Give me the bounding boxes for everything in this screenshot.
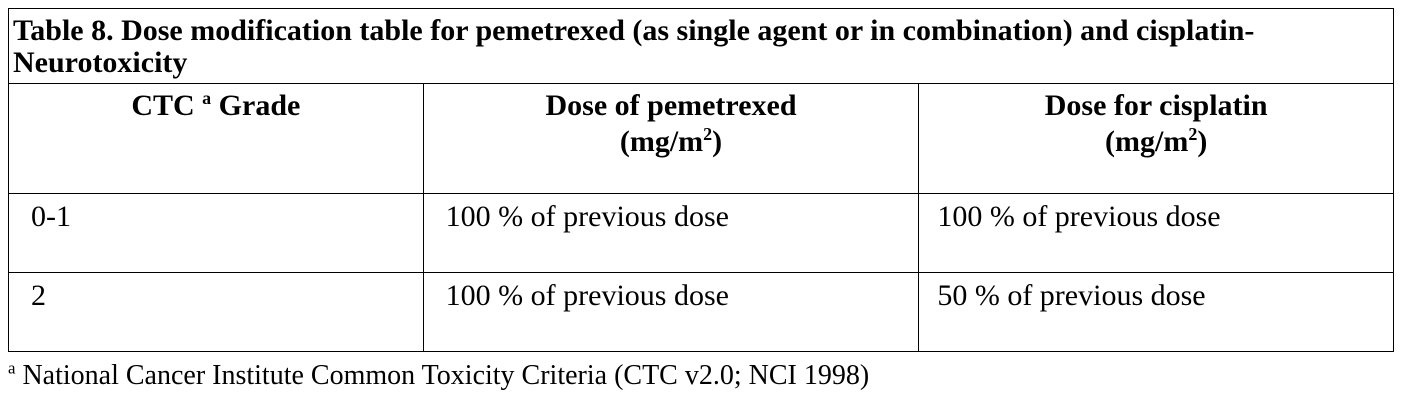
cell-pemetrexed: 100 % of previous dose xyxy=(422,272,920,352)
footnote: a National Cancer Institute Common Toxic… xyxy=(8,358,870,391)
cell-grade: 0-1 xyxy=(8,193,424,273)
table-row: 2 100 % of previous dose 50 % of previou… xyxy=(8,272,1394,352)
cell-cisplatin: 50 % of previous dose xyxy=(918,272,1394,352)
header-cisplatin-dose: Dose for cisplatin (mg/m2) xyxy=(918,83,1394,194)
cell-grade: 2 xyxy=(8,272,424,352)
header-pemetrexed-dose: Dose of pemetrexed (mg/m2) xyxy=(422,83,920,194)
header-ctc-grade: CTC a Grade xyxy=(8,83,424,194)
cell-cisplatin: 100 % of previous dose xyxy=(918,193,1394,273)
cell-pemetrexed: 100 % of previous dose xyxy=(422,193,920,273)
table-row: 0-1 100 % of previous dose 100 % of prev… xyxy=(8,193,1394,273)
table-title: Table 8. Dose modification table for pem… xyxy=(8,8,1394,84)
dose-modification-table: Table 8. Dose modification table for pem… xyxy=(8,8,1394,352)
